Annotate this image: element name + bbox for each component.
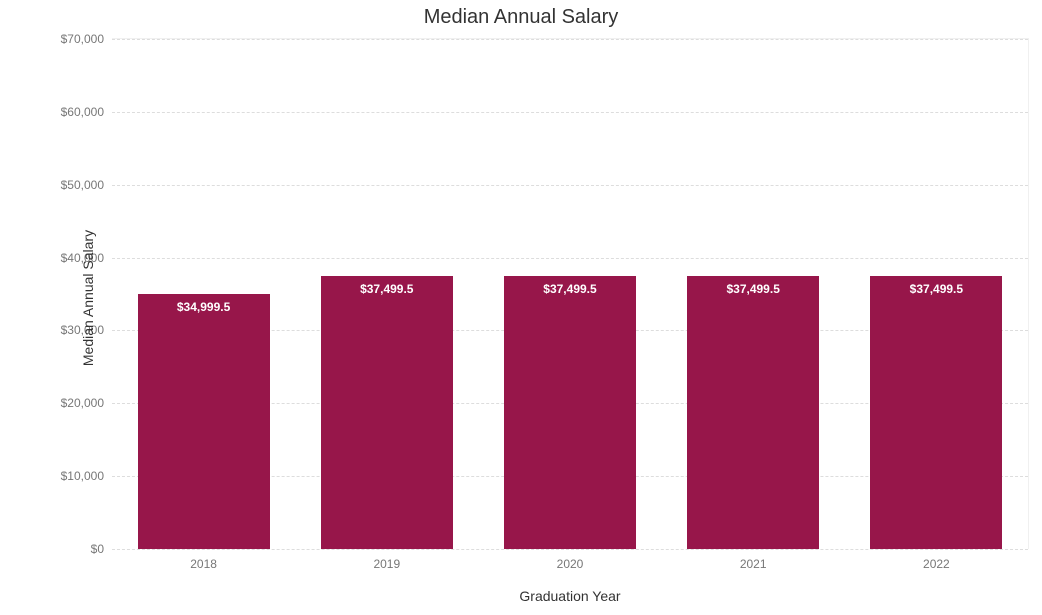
y-tick-label: $20,000 [61,396,112,410]
x-tick-label: 2020 [557,549,584,571]
y-tick-label: $50,000 [61,178,112,192]
x-tick-label: 2022 [923,549,950,571]
y-tick-label: $70,000 [61,32,112,46]
bar-value-label: $37,499.5 [726,282,779,296]
y-tick-label: $10,000 [61,469,112,483]
x-axis-title: Graduation Year [519,588,620,604]
x-tick-label: 2018 [190,549,217,571]
y-tick-label: $0 [91,542,112,556]
bar-value-label: $37,499.5 [360,282,413,296]
chart-title: Median Annual Salary [0,6,1042,29]
y-axis-title: Median Annual Salary [80,230,96,366]
bar: $37,499.5 [504,276,636,549]
gridline-h [112,39,1028,40]
gridline-h [112,258,1028,259]
plot-area: $0$10,000$20,000$30,000$40,000$50,000$60… [112,38,1029,549]
bar: $34,999.5 [138,294,270,549]
bar-value-label: $37,499.5 [910,282,963,296]
bar-value-label: $34,999.5 [177,300,230,314]
bar-value-label: $37,499.5 [543,282,596,296]
y-tick-label: $60,000 [61,105,112,119]
bar: $37,499.5 [870,276,1002,549]
gridline-h [112,112,1028,113]
x-tick-label: 2021 [740,549,767,571]
x-tick-label: 2019 [373,549,400,571]
gridline-h [112,185,1028,186]
bar: $37,499.5 [321,276,453,549]
chart-container: Median Annual Salary $0$10,000$20,000$30… [0,0,1042,615]
bar: $37,499.5 [687,276,819,549]
